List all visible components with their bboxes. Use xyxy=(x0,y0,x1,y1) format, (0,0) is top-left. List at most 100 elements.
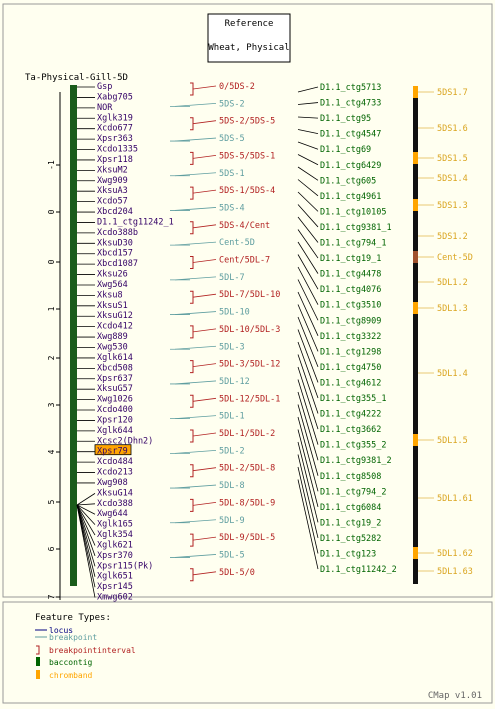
breakpoint-label[interactable]: 5DS-5 xyxy=(219,134,245,144)
interval-label[interactable]: Cent/5DL-7 xyxy=(219,256,270,266)
chromband-label[interactable]: 5DL1.4 xyxy=(437,369,468,379)
contig-label[interactable]: D1.1_ctg4076 xyxy=(320,285,381,295)
locus-label[interactable]: Xpsr363 xyxy=(97,134,133,144)
map-bar[interactable] xyxy=(70,85,77,586)
locus-label[interactable]: Xpsr120 xyxy=(97,415,133,425)
locus-label[interactable]: Xpsr115(Pk) xyxy=(97,561,153,571)
locus-label[interactable]: Xwg644 xyxy=(97,509,128,519)
contig-label[interactable]: D1.1_ctg4478 xyxy=(320,270,381,280)
contig-label[interactable]: D1.1_ctg794_2 xyxy=(320,487,387,497)
breakpoint-label[interactable]: 5DS-1 xyxy=(219,169,245,179)
interval-label[interactable]: 5DL-5/0 xyxy=(219,568,255,578)
locus-label[interactable]: Xcdo57 xyxy=(97,197,128,207)
chromband-label[interactable]: 5DS1.4 xyxy=(437,174,468,184)
locus-label[interactable]: Xksu26 xyxy=(97,270,128,280)
locus-label[interactable]: Xbcd508 xyxy=(97,363,133,373)
contig-label[interactable]: D1.1_ctg95 xyxy=(320,114,371,124)
locus-label[interactable]: Xmwg602 xyxy=(97,593,133,603)
contig-label[interactable]: D1.1_ctg19_2 xyxy=(320,518,381,528)
locus-label[interactable]: Gsp xyxy=(97,82,112,92)
chromband-segment[interactable] xyxy=(413,302,418,314)
interval-label[interactable]: 0/5DS-2 xyxy=(219,82,255,92)
interval-label[interactable]: 5DL-10/5DL-3 xyxy=(219,325,280,335)
locus-label[interactable]: Xpsr637 xyxy=(97,374,133,384)
contig-label[interactable]: D1.1_ctg6429 xyxy=(320,161,381,171)
chromosome-bar[interactable] xyxy=(413,86,418,584)
contig-label[interactable]: D1.1_ctg4612 xyxy=(320,378,381,388)
breakpoint-label[interactable]: 5DL-3 xyxy=(219,342,245,352)
chromband-segment[interactable] xyxy=(413,434,418,446)
contig-label[interactable]: D1.1_ctg4961 xyxy=(320,192,381,202)
contig-label[interactable]: D1.1_ctg8909 xyxy=(320,316,381,326)
interval-label[interactable]: 5DL-7/5DL-10 xyxy=(219,290,280,300)
contig-label[interactable]: D1.1_ctg3510 xyxy=(320,301,381,311)
interval-label[interactable]: 5DS-4/Cent xyxy=(219,221,270,231)
breakpoint-label[interactable]: 5DL-2 xyxy=(219,446,245,456)
locus-label[interactable]: Xwg564 xyxy=(97,280,128,290)
locus-label[interactable]: Xabg705 xyxy=(97,92,133,102)
locus-label[interactable]: Xglk354 xyxy=(97,530,133,540)
reference-box[interactable] xyxy=(207,13,291,63)
breakpoint-label[interactable]: 5DL-8 xyxy=(219,481,245,491)
contig-label[interactable]: D1.1_ctg4733 xyxy=(320,99,381,109)
contig-label[interactable]: D1.1_ctg794_1 xyxy=(320,239,387,249)
locus-label[interactable]: Xcdo677 xyxy=(97,124,133,134)
locus-label[interactable]: Xpsr370 xyxy=(97,551,133,561)
interval-label[interactable]: 5DL-3/5DL-12 xyxy=(219,360,280,370)
chromband-label[interactable]: 5DL1.5 xyxy=(437,436,468,446)
contig-label[interactable]: D1.1_ctg10105 xyxy=(320,207,387,217)
contig-label[interactable]: D1.1_ctg69 xyxy=(320,145,371,155)
locus-label[interactable]: Xcdo400 xyxy=(97,405,133,415)
chromband-label[interactable]: 5DS1.2 xyxy=(437,232,468,242)
contig-label[interactable]: D1.1_ctg3662 xyxy=(320,425,381,435)
locus-label[interactable]: Xcdo412 xyxy=(97,322,133,332)
locus-label[interactable]: Xglk644 xyxy=(97,426,133,436)
locus-label[interactable]: Xpsr118 xyxy=(97,155,133,165)
interval-label[interactable]: 5DS-2/5DS-5 xyxy=(219,117,275,127)
breakpoint-label[interactable]: 5DL-12 xyxy=(219,377,250,387)
locus-label[interactable]: Xcdo388b xyxy=(97,228,138,238)
contig-label[interactable]: D1.1_ctg9381_2 xyxy=(320,456,392,466)
interval-label[interactable]: 5DL-12/5DL-1 xyxy=(219,394,280,404)
locus-label[interactable]: Xcdo213 xyxy=(97,468,133,478)
locus-label[interactable]: Xwg530 xyxy=(97,343,128,353)
locus-label[interactable]: Xbcd1087 xyxy=(97,259,138,269)
breakpoint-label[interactable]: 5DL-5 xyxy=(219,550,245,560)
locus-label[interactable]: Xwg1026 xyxy=(97,395,133,405)
chromband-segment[interactable] xyxy=(413,152,418,164)
locus-label[interactable]: Xcdo484 xyxy=(97,457,133,467)
locus-label[interactable]: Xglk165 xyxy=(97,520,133,530)
contig-label[interactable]: D1.1_ctg123 xyxy=(320,550,376,560)
locus-label[interactable]: Xcdo1335 xyxy=(97,145,138,155)
breakpoint-label[interactable]: 5DS-2 xyxy=(219,99,245,109)
chromband-label[interactable]: 5DL1.63 xyxy=(437,567,473,577)
breakpoint-label[interactable]: 5DL-10 xyxy=(219,308,250,318)
interval-label[interactable]: 5DL-2/5DL-8 xyxy=(219,464,275,474)
locus-label[interactable]: XksuG12 xyxy=(97,311,133,321)
chromband-segment[interactable] xyxy=(413,547,418,559)
chromband-segment[interactable] xyxy=(413,251,418,263)
locus-label[interactable]: Xglk621 xyxy=(97,540,133,550)
map-title[interactable]: Ta-Physical-Gill-5D xyxy=(25,73,128,83)
locus-label[interactable]: XksuG14 xyxy=(97,488,133,498)
locus-label[interactable]: Xglk614 xyxy=(97,353,133,363)
chromband-label[interactable]: 5DS1.5 xyxy=(437,154,468,164)
locus-label[interactable]: Xglk651 xyxy=(97,572,133,582)
locus-label[interactable]: Xksu8 xyxy=(97,290,123,300)
breakpoint-label[interactable]: 5DL-1 xyxy=(219,412,245,422)
contig-label[interactable]: D1.1_ctg4222 xyxy=(320,410,381,420)
locus-label[interactable]: Xpsr145 xyxy=(97,582,133,592)
contig-label[interactable]: D1.1_ctg3322 xyxy=(320,332,381,342)
locus-label[interactable]: Xbcd204 xyxy=(97,207,133,217)
locus-label[interactable]: NOR xyxy=(97,103,113,113)
chromband-label[interactable]: 5DL1.61 xyxy=(437,494,473,504)
locus-label[interactable]: XksuG57 xyxy=(97,384,133,394)
contig-label[interactable]: D1.1_ctg355_1 xyxy=(320,394,387,404)
contig-label[interactable]: D1.1_ctg6084 xyxy=(320,503,381,513)
contig-label[interactable]: D1.1_ctg19_1 xyxy=(320,254,381,264)
locus-label[interactable]: XksuD30 xyxy=(97,238,133,248)
chromband-label[interactable]: 5DL1.62 xyxy=(437,549,473,559)
contig-label[interactable]: D1.1_ctg8508 xyxy=(320,472,381,482)
interval-label[interactable]: 5DL-8/5DL-9 xyxy=(219,498,275,508)
interval-label[interactable]: 5DS-5/5DS-1 xyxy=(219,151,275,161)
